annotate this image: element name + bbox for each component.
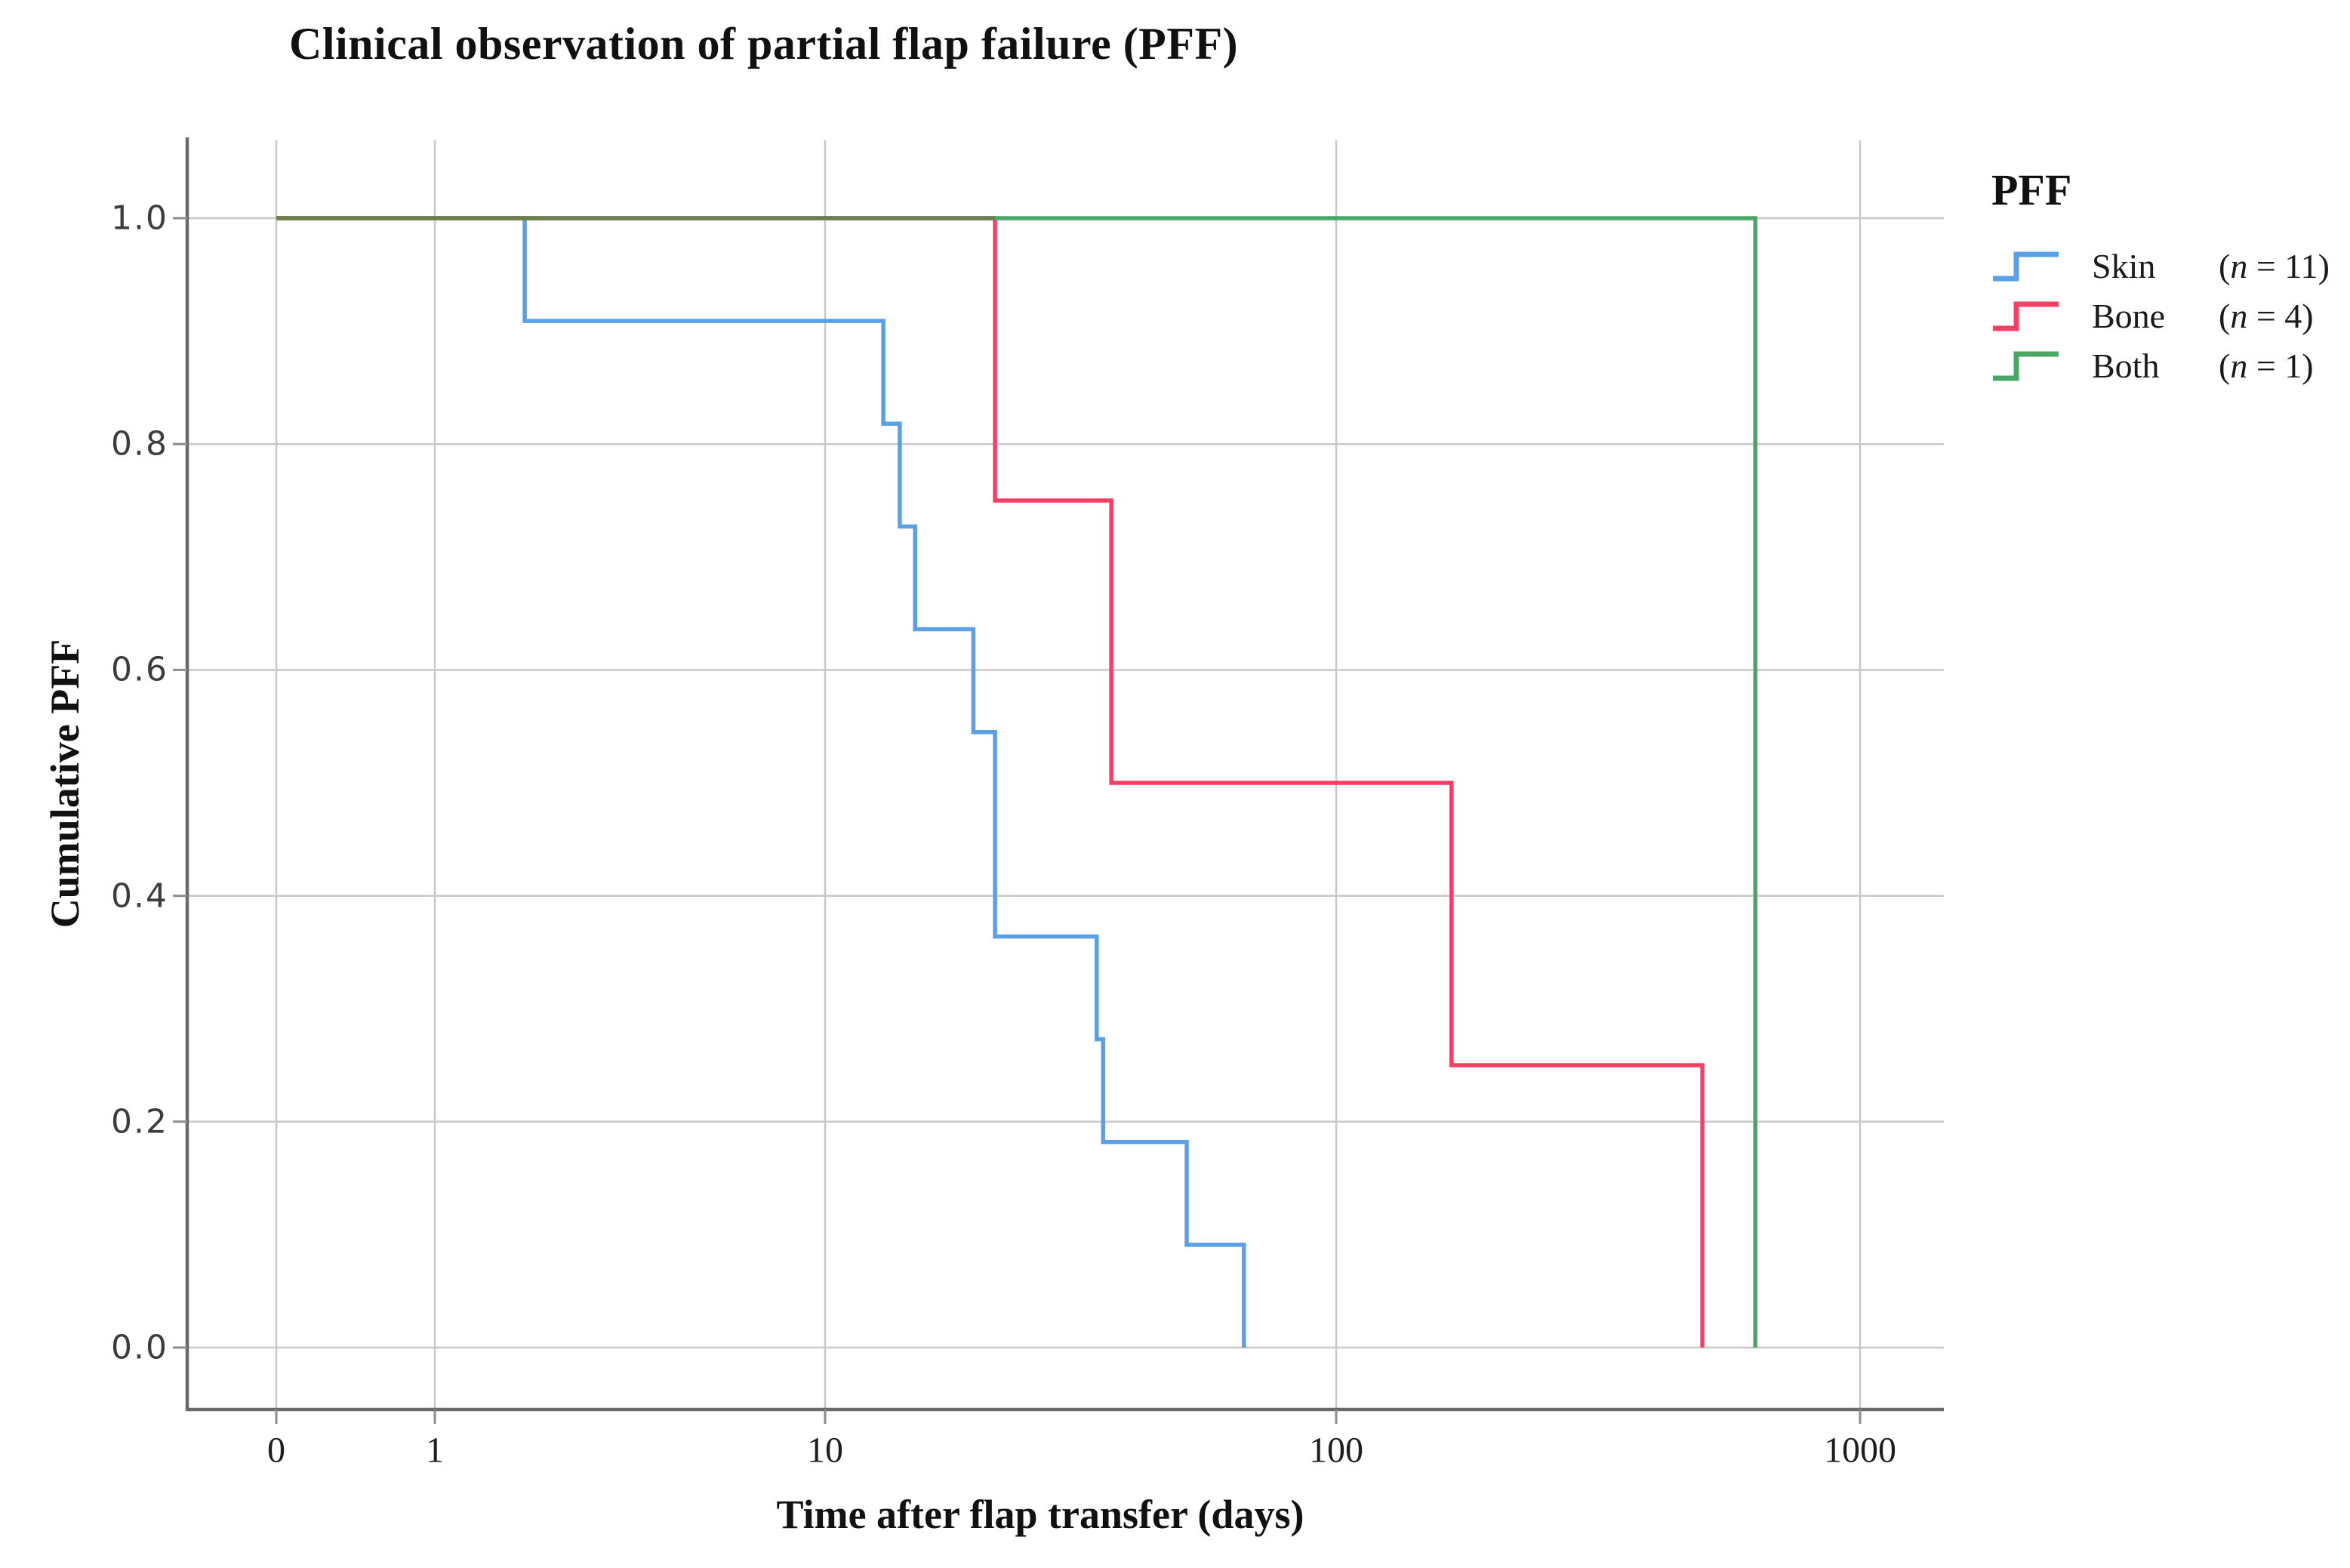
legend-item-label: Bone (n = 4) xyxy=(2092,296,2314,335)
legend-item-both: Both (n = 1) xyxy=(1990,340,2345,390)
legend-title: PFF xyxy=(1991,165,2072,214)
chart-title: Clinical observation of partial flap fai… xyxy=(289,19,1239,69)
y-tick-label: 0.8 xyxy=(111,424,168,464)
legend-item-skin: Skin (n = 11) xyxy=(1990,241,2345,291)
series-skin-curve xyxy=(276,216,1246,1348)
x-tick-label: 1000 xyxy=(1824,1430,1896,1471)
legend-step-icon xyxy=(1993,251,2059,282)
series-bone-curve xyxy=(276,216,1705,1348)
series-both-curve xyxy=(276,216,1757,1348)
legend-step-icon xyxy=(1993,351,2059,381)
x-tick-label: 1 xyxy=(426,1430,444,1471)
y-tick-label: 0.0 xyxy=(111,1328,168,1367)
y-tick-label: 0.4 xyxy=(111,876,168,916)
x-tick-label: 100 xyxy=(1309,1430,1363,1471)
legend: PFF Skin (n = 11) Bone (n = 4) Both (n = 1) xyxy=(1990,165,2345,390)
legend-item-label: Skin (n = 11) xyxy=(2092,246,2330,285)
y-tick-label: 1.0 xyxy=(111,199,168,238)
y-tick-label: 0.6 xyxy=(111,650,168,689)
x-tick-label: 10 xyxy=(807,1430,843,1471)
x-tick-label: 0 xyxy=(267,1430,285,1471)
legend-items: Skin (n = 11) Bone (n = 4) Both (n = 1) xyxy=(1990,241,2345,390)
x-axis-title: Time after flap transfer (days) xyxy=(776,1492,1304,1537)
y-tick-label: 0.2 xyxy=(111,1102,168,1141)
legend-step-icon xyxy=(1993,301,2059,331)
legend-item-bone: Bone (n = 4) xyxy=(1990,291,2345,340)
legend-item-label: Both (n = 1) xyxy=(2092,346,2314,385)
